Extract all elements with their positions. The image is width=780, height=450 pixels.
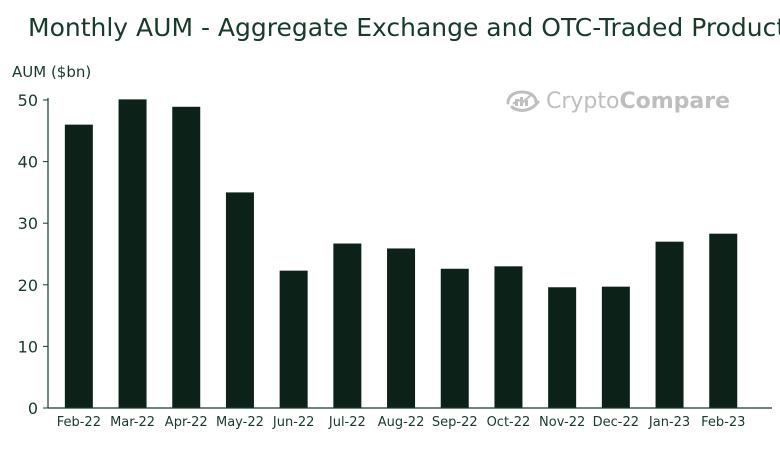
y-tick-label: 50 — [18, 91, 38, 110]
bar-apr-22 — [172, 106, 201, 408]
y-tick-label: 20 — [18, 276, 38, 295]
bar-jan-23 — [655, 241, 684, 408]
bar-mar-22 — [118, 99, 147, 408]
x-tick-label: Feb-23 — [701, 415, 745, 430]
y-tick-label: 0 — [28, 399, 38, 418]
cryptocompare-wordmark: CryptoCompare — [546, 89, 730, 115]
y-tick-label: 30 — [18, 214, 38, 233]
bar-dec-22 — [601, 286, 630, 408]
bar-jun-22 — [279, 270, 308, 408]
x-tick-label: Jan-23 — [648, 415, 690, 430]
bar-nov-22 — [548, 287, 577, 408]
chart-title: Monthly AUM - Aggregate Exchange and OTC… — [28, 13, 780, 42]
x-tick-label: Jun-22 — [272, 415, 315, 430]
cryptocompare-watermark: CryptoCompare — [504, 85, 734, 119]
y-axis-label: AUM ($bn) — [12, 63, 92, 81]
x-tick-label: Aug-22 — [378, 415, 425, 430]
x-tick-label: Feb-22 — [57, 415, 101, 430]
y-axis-ticks: 0 10 20 30 40 50 — [18, 91, 48, 418]
y-tick-label: 10 — [18, 337, 38, 356]
bar-oct-22 — [494, 266, 523, 408]
bar-jul-22 — [333, 243, 362, 408]
x-tick-label: Jul-22 — [328, 415, 366, 430]
wordmark-part-2: Compare — [619, 89, 731, 114]
x-tick-label: May-22 — [216, 415, 264, 430]
bar-aug-22 — [387, 248, 416, 408]
bar-sep-22 — [440, 268, 469, 408]
x-axis-ticks: Feb-22 Mar-22 Apr-22 May-22 Jun-22 Jul-22 Aug-… — [57, 415, 746, 430]
x-tick-label: Nov-22 — [539, 415, 585, 430]
bar-feb-22 — [64, 124, 93, 408]
x-tick-label: Apr-22 — [165, 415, 208, 430]
wordmark-part-1: Crypto — [546, 89, 620, 114]
y-tick-label: 40 — [18, 153, 38, 172]
x-tick-label: Mar-22 — [110, 415, 155, 430]
x-tick-label: Oct-22 — [487, 415, 531, 430]
bar-may-22 — [225, 192, 254, 408]
cryptocompare-logo-icon — [506, 90, 540, 112]
bars-group — [64, 99, 738, 408]
x-tick-label: Dec-22 — [593, 415, 639, 430]
bar-feb-23 — [709, 233, 738, 408]
x-tick-label: Sep-22 — [432, 415, 478, 430]
